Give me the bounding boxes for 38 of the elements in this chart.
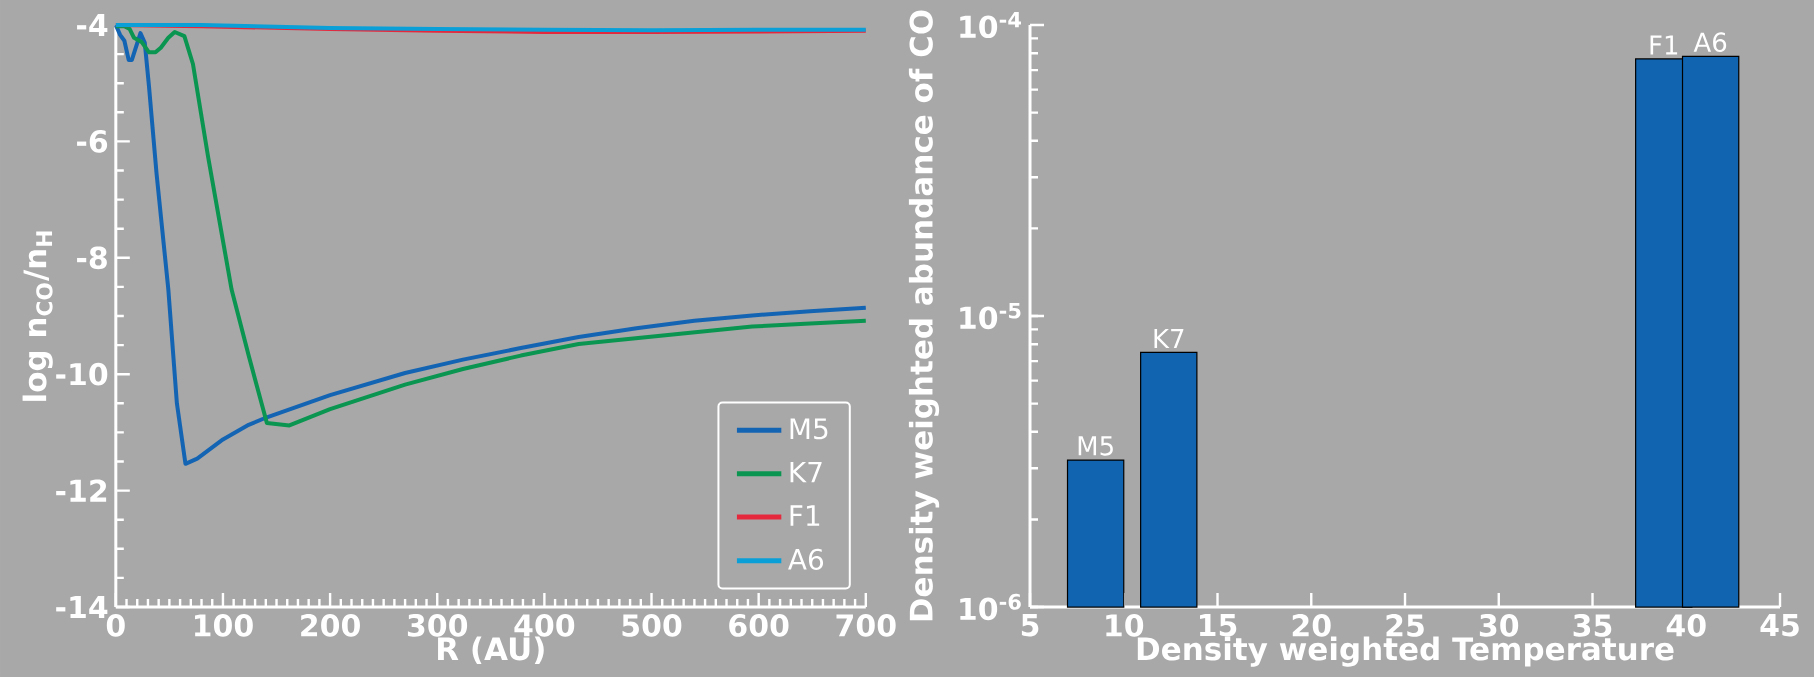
y-axis-title: log n$_{CO}$/n$_{H}$ <box>22 231 53 401</box>
x-tick-label: 100 <box>195 614 253 637</box>
annotation: K7 <box>1154 329 1184 348</box>
legend-label: A6 <box>788 548 824 570</box>
x-axis-title: Density weighted Temperature <box>1137 636 1674 667</box>
annotation: F1 <box>1650 35 1678 55</box>
x-tick-label: 300 <box>407 614 468 637</box>
x-axis-title: R (AU) <box>438 636 544 665</box>
x-tick-label: 500 <box>622 614 682 637</box>
y-tick-label: 10$^{-4}$ <box>960 11 1021 39</box>
y-tick-label: -8 <box>77 246 107 270</box>
x-tick-label: 200 <box>301 614 360 637</box>
legend-label: K7 <box>790 461 822 483</box>
x-tick-label: 10 <box>1106 614 1144 637</box>
legend-label: M5 <box>790 418 828 440</box>
x-tick-label: 0 <box>106 614 125 637</box>
y-tick-label: 10$^{-6}$ <box>960 593 1021 621</box>
y-tick-label: -12 <box>56 479 107 502</box>
y-tick-label: 10$^{-5}$ <box>960 302 1021 330</box>
annotation: M5 <box>1078 436 1113 456</box>
x-tick-label: 5 <box>1021 614 1039 637</box>
x-tick-label: 30 <box>1479 614 1519 637</box>
x-tick-label: 600 <box>729 614 789 637</box>
y-tick-label: -10 <box>56 362 108 386</box>
x-tick-label: 15 <box>1200 614 1237 637</box>
y-tick-label: -4 <box>77 14 108 36</box>
x-tick-label: 700 <box>836 614 896 637</box>
x-tick-label: 20 <box>1292 614 1331 637</box>
x-tick-label: 25 <box>1386 614 1424 637</box>
y-tick-label: -14 <box>56 596 108 618</box>
y-axis-title: Density weighted abundance of CO <box>908 10 940 621</box>
x-tick-label: 35 <box>1573 614 1612 637</box>
y-tick-label: -6 <box>77 130 108 153</box>
x-tick-label: 45 <box>1760 614 1799 637</box>
annotation: A6 <box>1693 32 1727 53</box>
x-tick-label: 40 <box>1666 614 1706 637</box>
legend-label: F1 <box>790 505 820 526</box>
x-tick-label: 400 <box>514 614 575 637</box>
